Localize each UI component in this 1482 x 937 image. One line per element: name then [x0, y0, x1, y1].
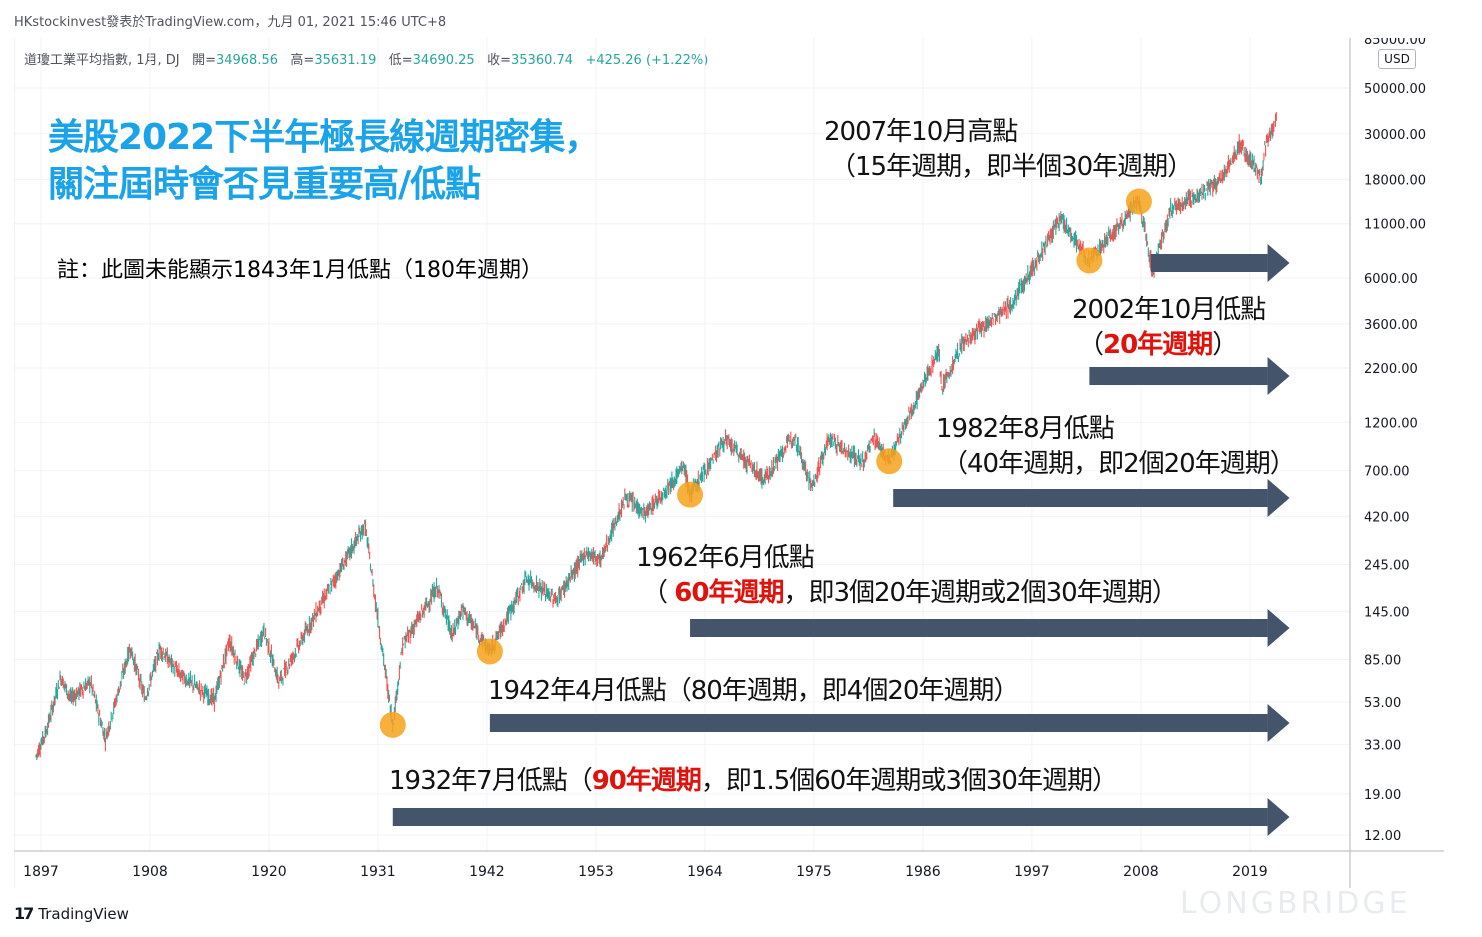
y-tick-label: 245.00: [1364, 559, 1410, 574]
cycle-arrow-shaft: [1150, 254, 1268, 272]
y-tick-label: 6000.00: [1364, 272, 1418, 287]
annotation-2002-line2: （20年週期）: [1078, 324, 1238, 361]
low-label: 低=: [388, 53, 413, 68]
y-tick-label: 18000.00: [1364, 174, 1426, 189]
annotation-1982-line2: （40年週期，即2個20年週期）: [942, 449, 1296, 479]
cycle-arrow-shaft: [1089, 367, 1268, 385]
annotation-1932-pre: 1932年7月低點（: [389, 766, 593, 796]
price-chart[interactable]: 85000.00 50000.00 30000.00 18000.00 11000.00…: [14, 38, 1454, 888]
x-tick-label: 1897: [23, 864, 59, 880]
y-tick-label: 420.00: [1364, 510, 1410, 525]
x-tick-label: 1986: [905, 864, 941, 880]
x-tick-label: 2008: [1123, 864, 1159, 880]
y-tick-label: 85.00: [1364, 654, 1401, 669]
x-tick-label: 1908: [132, 864, 168, 880]
x-tick-label: 1997: [1014, 864, 1050, 880]
open-value: 34968.56: [215, 53, 278, 68]
x-tick-label: 1964: [687, 864, 723, 880]
cycle-arrow-head: [1267, 244, 1290, 282]
close-value: 35360.74: [511, 53, 574, 68]
x-tick-label: 1975: [796, 864, 832, 880]
y-tick-label: 3600.00: [1364, 318, 1418, 333]
x-tick-label: 1931: [360, 864, 396, 880]
cycle-arrow-head: [1267, 798, 1290, 836]
cycle-arrow-shaft: [489, 714, 1268, 732]
y-tick-label: 30000.00: [1364, 128, 1426, 143]
y-tick-label: 19.00: [1364, 788, 1401, 803]
watermark: LONGBRIDGE: [1180, 886, 1411, 921]
cycle-arrow-head: [1267, 479, 1290, 517]
tradingview-logo[interactable]: 17 TradingView: [14, 904, 129, 923]
open-label: 開=: [192, 53, 216, 68]
annotation-2007-line2: （15年週期，即半個30年週期）: [830, 152, 1193, 182]
currency-badge[interactable]: USD: [1378, 49, 1416, 69]
annotation-1932-rest: ，即1.5個60年週期或3個30年週期）: [700, 766, 1118, 796]
x-tick-label: 2019: [1232, 864, 1268, 880]
chart-title-line2: 關注屆時會否見重要高/低點: [48, 164, 481, 205]
annotation-1962-open: （: [642, 578, 675, 608]
cycle-arrow-shaft: [392, 808, 1268, 826]
publisher-line: HKstockinvest發表於TradingView.com，九月 01, 2…: [14, 15, 447, 30]
cycle-marker[interactable]: [876, 448, 903, 475]
annotation-2002-open: （: [1078, 330, 1104, 360]
annotation-2007-line1: 2007年10月高點: [824, 117, 1018, 147]
x-tick-label: 1953: [578, 864, 614, 880]
annotation-1962-line2: （ 60年週期，即3個20年週期或2個30年週期）: [642, 572, 1178, 609]
y-tick-label: 50000.00: [1364, 82, 1426, 97]
cycle-arrow-shaft: [893, 489, 1268, 507]
y-tick-label: 700.00: [1364, 465, 1410, 480]
close-label: 收=: [487, 53, 511, 68]
cycle-marker[interactable]: [1076, 247, 1103, 274]
cycle-arrow-head: [1267, 609, 1290, 647]
x-tick-label: 1942: [469, 864, 505, 880]
chart-note: 註：此圖未能顯示1843年1月低點（180年週期）: [57, 258, 543, 283]
high-value: 35631.19: [314, 53, 377, 68]
annotation-1982-line1: 1982年8月低點: [936, 414, 1115, 444]
annotation-2002-close: ）: [1212, 330, 1238, 360]
y-tick-label: 1200.00: [1364, 416, 1418, 431]
chart-title-line1: 美股2022下半年極長線週期密集，: [48, 117, 600, 158]
cycle-marker[interactable]: [677, 481, 704, 508]
annotation-1932-cycle: 90年週期: [591, 766, 702, 796]
x-tick-label: 1920: [251, 864, 287, 880]
cycle-marker[interactable]: [476, 638, 503, 665]
change-value: +425.26 (+1.22%): [585, 53, 709, 68]
annotation-1932: 1932年7月低點（90年週期，即1.5個60年週期或3個30年週期）: [389, 760, 1118, 797]
cycle-marker[interactable]: [379, 711, 406, 738]
annotation-2002-cycle: 20年週期: [1103, 330, 1213, 360]
low-value: 34690.25: [412, 53, 475, 68]
annotation-1962-rest: ，即3個20年週期或2個30年週期）: [783, 578, 1177, 608]
cycle-marker[interactable]: [1125, 188, 1152, 215]
tradingview-logo-icon: 17: [14, 904, 34, 923]
annotation-1962-cycle: 60年週期: [674, 578, 784, 608]
y-tick-label: 2200.00: [1364, 362, 1418, 377]
annotation-1942: 1942年4月低點（80年週期，即4個20年週期）: [488, 676, 1019, 706]
tradingview-wordmark: TradingView: [38, 905, 129, 923]
high-label: 高=: [290, 53, 315, 68]
cycle-arrow-head: [1267, 357, 1290, 395]
symbol-ohlc-row: 道瓊工業平均指數, 1月, DJ 開=34968.56 高=35631.19 低…: [24, 49, 708, 68]
y-tick-label: 11000.00: [1364, 218, 1426, 233]
y-tick-label: 12.00: [1364, 829, 1401, 844]
symbol-label[interactable]: 道瓊工業平均指數, 1月, DJ: [24, 53, 180, 68]
y-tick-label: 145.00: [1364, 606, 1410, 621]
y-tick-label: 33.00: [1364, 738, 1401, 753]
annotation-2002-line1: 2002年10月低點: [1072, 295, 1266, 325]
annotation-1962-line1: 1962年6月低點: [636, 543, 815, 573]
cycle-arrow-shaft: [690, 619, 1268, 637]
cycle-arrow-head: [1267, 704, 1290, 742]
y-tick-label: 53.00: [1364, 696, 1401, 711]
y-tick-label: 85000.00: [1364, 38, 1426, 48]
